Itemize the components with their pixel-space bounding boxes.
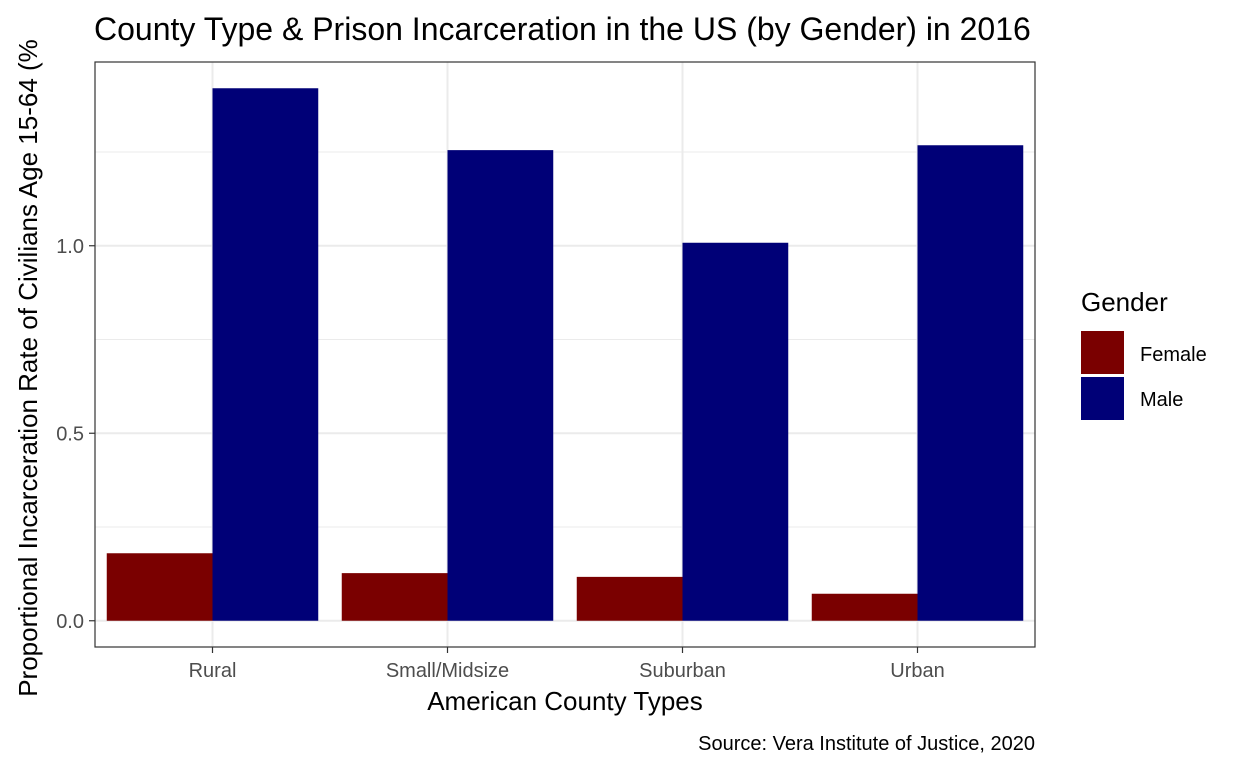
x-tick-label: Small/Midsize <box>386 660 509 682</box>
x-axis: Rural Small/Midsize Suburban Urban <box>189 647 945 682</box>
legend-swatch-male <box>1081 377 1124 420</box>
caption-source: Source: Vera Institute of Justice, 2020 <box>698 733 1035 755</box>
legend-swatch-female <box>1081 331 1124 374</box>
bar-female <box>811 593 918 621</box>
plot-panel <box>94 61 1036 648</box>
bar-male <box>447 150 554 621</box>
y-tick-label: 0.5 <box>56 423 84 445</box>
x-tick-label: Rural <box>189 660 237 682</box>
bar-male <box>917 145 1024 621</box>
legend-title: Gender <box>1081 287 1168 317</box>
x-axis-title: American County Types <box>427 686 703 716</box>
x-tick-label: Suburban <box>639 660 726 682</box>
y-axis: 0.0 0.5 1.0 <box>56 236 95 633</box>
y-tick-label: 1.0 <box>56 236 84 258</box>
bar-male <box>212 88 319 621</box>
legend-label-female: Female <box>1140 344 1207 366</box>
bar-female <box>106 553 213 621</box>
y-axis-title: Proportional Incarceration Rate of Civil… <box>13 39 43 697</box>
panel-border <box>94 61 1036 648</box>
x-tick-label: Urban <box>890 660 944 682</box>
legend-label-male: Male <box>1140 389 1183 411</box>
bar-female <box>576 576 683 621</box>
y-tick-label: 0.0 <box>56 611 84 633</box>
legend: Gender Female Male <box>1081 287 1207 420</box>
chart-title: County Type & Prison Incarceration in th… <box>94 11 1031 47</box>
bars <box>106 88 1024 621</box>
bar-female <box>341 573 448 621</box>
bar-male <box>682 242 789 621</box>
